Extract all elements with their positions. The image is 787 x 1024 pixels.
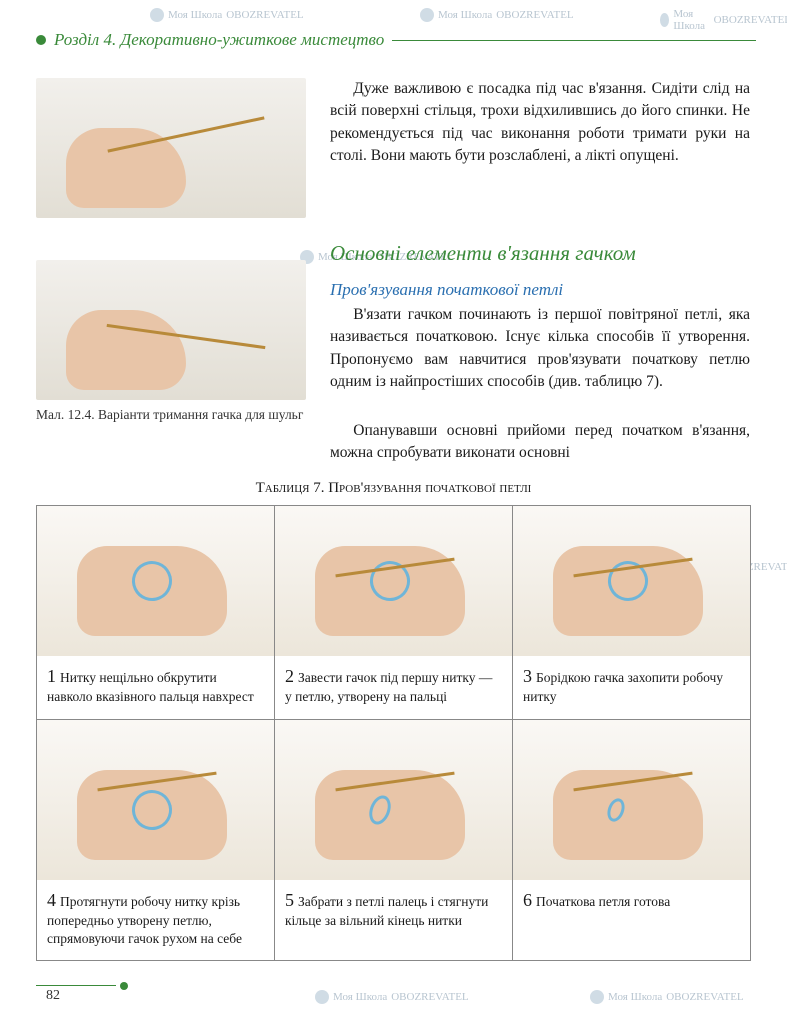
page-footer-dot-icon: [120, 982, 128, 990]
paragraph-posture: Дуже важливою є посадка під час в'язання…: [330, 78, 750, 168]
watermark: Моя ШколаOBOZREVATEL: [420, 8, 574, 22]
page-footer-rule: [36, 985, 116, 986]
paragraph-intro-loop: В'язати гачком починають із першої повіт…: [330, 304, 750, 394]
step-cell-6: 6 Початкова петля готова: [513, 719, 751, 961]
watermark: Моя ШколаOBOZREVATEL: [150, 8, 304, 22]
watermark: Моя ШколаOBOZREVATEL: [315, 990, 469, 1004]
step-text: Борідкою гачка захопити робочу нитку: [523, 670, 723, 704]
watermark: Моя ШколаOBOZREVATEL: [590, 990, 744, 1004]
paragraph-continue: Опанувавши основні прийоми перед початко…: [330, 420, 750, 465]
h3-initial-loop: Пров'язування початкової петлі: [330, 278, 750, 303]
table-title: Таблиця 7. Пров'язування початкової петл…: [0, 480, 787, 497]
step-cell-3: 3Борідкою гачка захопити робочу нитку: [513, 506, 751, 720]
watermark: Моя ШколаOBOZREVATEL: [660, 8, 787, 32]
page-number: 82: [46, 988, 60, 1004]
header-rule: [392, 40, 756, 41]
figure-caption: Мал. 12.4. Варіанти тримання гачка для ш…: [36, 406, 306, 425]
header-dot-icon: [36, 35, 46, 45]
step-number: 2: [285, 666, 294, 686]
step-text: Забрати з петлі палець і стягнути кільце…: [285, 894, 488, 928]
step-text: Протягнути робочу нитку крізь попередньо…: [47, 894, 242, 947]
steps-table: 1Нитку нещільно обкрутити навколо вказів…: [36, 505, 751, 961]
h2-elements: Основні елементи в'язання гачком: [330, 238, 750, 268]
step-cell-1: 1Нитку нещільно обкрутити навколо вказів…: [37, 506, 275, 720]
step-cell-5: 5Забрати з петлі палець і стягнути кільц…: [275, 719, 513, 961]
figure-12-4-a: [36, 78, 306, 218]
step-text: Нитку нещільно обкрутити навколо вказівн…: [47, 670, 254, 704]
step-number: 4: [47, 890, 56, 910]
step-text: Завести гачок під першу нитку — у петлю,…: [285, 670, 492, 704]
step-number: 1: [47, 666, 56, 686]
section-header: Розділ 4. Декоративно-ужиткове мистецтво: [36, 30, 756, 50]
section-title: Розділ 4. Декоративно-ужиткове мистецтво: [54, 30, 384, 50]
step-cell-2: 2Завести гачок під першу нитку — у петлю…: [275, 506, 513, 720]
figure-12-4-b: Мал. 12.4. Варіанти тримання гачка для ш…: [36, 260, 306, 425]
step-number: 3: [523, 666, 532, 686]
step-number: 5: [285, 890, 294, 910]
step-number: 6: [523, 890, 532, 910]
heading-main: Основні елементи в'язання гачком: [330, 238, 750, 274]
step-cell-4: 4Протягнути робочу нитку крізь попереднь…: [37, 719, 275, 961]
step-text: Початкова петля готова: [536, 894, 670, 909]
